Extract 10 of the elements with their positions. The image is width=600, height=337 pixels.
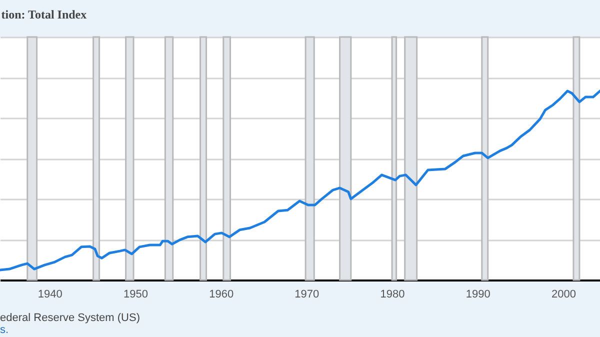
x-tick-label: 1980 xyxy=(380,288,405,300)
x-tick-label: 2000 xyxy=(551,288,576,300)
x-tick-label: 1940 xyxy=(38,288,62,300)
x-tick-label: 1950 xyxy=(123,288,148,300)
text: ederal Reserve System (US) xyxy=(0,312,140,324)
x-tick-label: 1970 xyxy=(294,288,320,300)
x-tick-label: 1990 xyxy=(466,288,490,300)
chart-title: tion: Total Index xyxy=(1,7,87,22)
text: s. xyxy=(0,324,9,336)
x-tick-label: 1960 xyxy=(209,288,234,300)
